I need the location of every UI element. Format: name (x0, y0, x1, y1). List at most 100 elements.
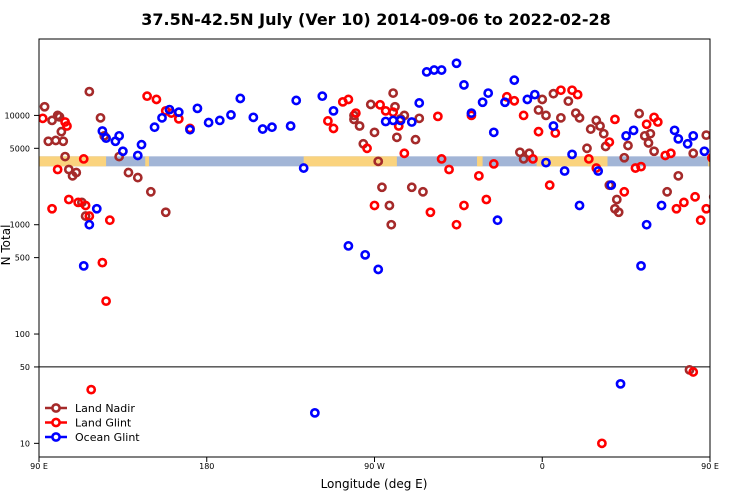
legend-label: Ocean Glint (75, 431, 140, 444)
data-point (541, 110, 551, 121)
data-point (671, 203, 682, 214)
data-point (78, 154, 89, 164)
data-point (598, 128, 609, 139)
y-tick-label: 10 (20, 439, 30, 448)
y-tick-label: 1000 (10, 221, 30, 230)
data-point (56, 126, 67, 137)
data-point (606, 180, 617, 191)
data-point (421, 67, 432, 77)
data-point (84, 219, 95, 230)
data-point (151, 94, 162, 105)
data-point (436, 65, 447, 75)
data-point (47, 115, 57, 126)
data-point (380, 105, 391, 116)
data-point (656, 200, 667, 211)
data-point (203, 117, 214, 128)
data-point (248, 112, 259, 123)
data-point (652, 117, 663, 127)
data-point (613, 207, 624, 218)
data-point (375, 99, 385, 110)
data-point (701, 130, 710, 141)
data-point (688, 367, 699, 377)
data-point (117, 146, 128, 157)
data-point (78, 261, 89, 271)
land-band-segment (39, 156, 107, 167)
data-point (451, 219, 462, 230)
data-point (528, 154, 538, 164)
data-point (388, 88, 399, 98)
data-point (380, 116, 391, 127)
data-point (369, 127, 380, 138)
land-band-segment (708, 156, 710, 167)
data-point (62, 121, 72, 131)
plot-frame (38, 38, 711, 458)
data-point (548, 88, 559, 99)
data-point (555, 112, 566, 123)
data-point (429, 65, 440, 75)
data-point (432, 111, 443, 122)
data-point (541, 157, 551, 168)
data-point (350, 108, 361, 118)
plot-area: 90 E 180 90 W 0 90 E 10 50 100 500 1000 5000 10000 L… (5, 38, 749, 471)
data-point (185, 124, 195, 135)
y-tick-label: 100 (15, 330, 30, 339)
data-point (593, 166, 604, 176)
data-point (742, 188, 749, 195)
data-point (721, 114, 728, 121)
data-point (386, 219, 397, 230)
data-point (164, 104, 175, 115)
data-point (97, 126, 108, 136)
data-point (91, 203, 102, 214)
data-point (354, 121, 365, 131)
data-point (391, 132, 402, 143)
x-tick-label: 180 (199, 462, 214, 471)
data-point (63, 194, 74, 205)
data-point (84, 211, 95, 221)
data-point (641, 219, 652, 230)
data-point (47, 203, 57, 214)
data-point (611, 194, 622, 205)
data-point (235, 93, 246, 104)
data-point (343, 94, 354, 105)
data-point (701, 203, 710, 214)
data-point (425, 207, 436, 218)
data-point (645, 128, 656, 139)
data-point (604, 137, 615, 147)
y-tick-label: 500 (15, 254, 30, 263)
y-tick-label: 10000 (5, 111, 30, 120)
land-band-segment (303, 156, 397, 167)
data-point (418, 186, 428, 197)
data-point (444, 164, 454, 175)
data-point (690, 191, 700, 202)
legend-marker (51, 432, 61, 442)
data-point (509, 95, 520, 106)
data-point (84, 86, 95, 97)
data-point (673, 133, 684, 144)
data-point (628, 125, 639, 136)
data-point (343, 241, 354, 251)
data-point (643, 138, 654, 148)
land-band-segment (145, 156, 149, 167)
data-point (574, 112, 585, 123)
data-point (481, 194, 492, 205)
data-point (436, 154, 447, 164)
data-point (192, 103, 203, 114)
data-point (716, 102, 723, 109)
data-point (582, 143, 592, 154)
data-point (583, 154, 594, 164)
data-point (80, 211, 91, 221)
data-point (132, 150, 143, 161)
data-point (373, 264, 384, 275)
data-point (54, 111, 65, 122)
data-point (365, 99, 376, 110)
data-point (71, 167, 82, 178)
data-point (173, 107, 184, 118)
data-point (384, 200, 395, 211)
data-point (695, 215, 706, 226)
series-land-nadir (39, 86, 749, 375)
legend-marker (51, 417, 61, 428)
data-point (298, 163, 309, 173)
data-point (226, 110, 236, 120)
data-point (477, 97, 488, 108)
